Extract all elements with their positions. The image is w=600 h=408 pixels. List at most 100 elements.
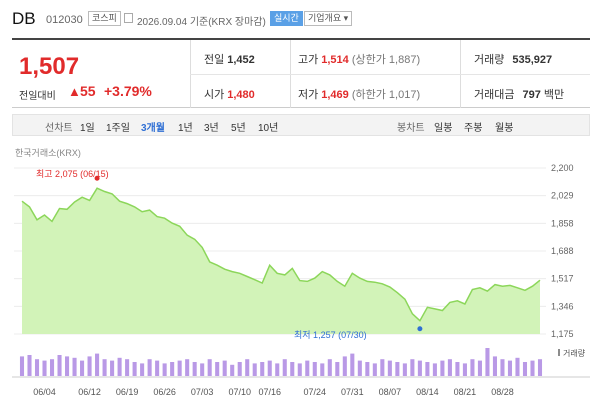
volume-bar: [252, 363, 257, 376]
volume-bar: [320, 363, 325, 376]
volume-bar: [237, 362, 242, 376]
volume-bar: [42, 360, 47, 376]
tab-3y[interactable]: 3년: [204, 123, 219, 134]
volume-bar: [417, 360, 422, 376]
volume-bar: [305, 360, 310, 376]
y-tick-label: 1,517: [551, 274, 574, 284]
volume-bar: [102, 359, 107, 376]
volume-bar: [207, 359, 212, 376]
volume-bar: [192, 362, 197, 376]
tab-1y[interactable]: 1년: [178, 123, 193, 134]
x-tick-label: 07/16: [258, 387, 281, 397]
up-arrow-icon: ▲: [68, 84, 81, 99]
tab-weekly[interactable]: 주봉: [464, 123, 483, 134]
volume-bar: [125, 359, 130, 376]
volume-bar: [297, 363, 302, 376]
candle-chart-label[interactable]: 봉차트: [397, 123, 425, 134]
volume-bar: [87, 356, 92, 376]
x-tick-label: 06/26: [153, 387, 176, 397]
volume-bar: [95, 353, 100, 376]
volume: 거래량 535,927: [474, 54, 553, 66]
tab-1d[interactable]: 1일: [80, 123, 95, 134]
max-label: 최고 2,075 (06/15): [36, 169, 109, 179]
live-button[interactable]: 실시간: [270, 11, 303, 26]
change-rate: +3.79%: [104, 83, 152, 99]
y-tick-label: 1,346: [551, 301, 574, 311]
volume-bar: [402, 363, 407, 376]
volume-bar: [432, 363, 437, 376]
max-marker: [94, 175, 100, 181]
volume-bar: [372, 363, 377, 376]
volume-bar: [222, 360, 227, 376]
price-line: [21, 187, 541, 322]
volume-bar: [462, 363, 467, 376]
volume-bar: [27, 355, 32, 376]
trade-value: 거래대금 797 백만: [474, 89, 565, 101]
volume-bar: [350, 353, 355, 376]
volume-bar: [440, 360, 445, 376]
volume-bar: [455, 362, 460, 376]
volume-bar: [522, 362, 528, 376]
volume-bar: [275, 363, 280, 376]
y-tick-label: 2,029: [551, 191, 574, 201]
x-tick-label: 08/14: [416, 387, 439, 397]
x-tick-label: 08/07: [379, 387, 402, 397]
tab-monthly[interactable]: 월봉: [495, 123, 514, 134]
y-tick-label: 2,200: [551, 163, 574, 173]
x-tick-label: 06/12: [78, 387, 101, 397]
volume-bar: [537, 359, 543, 376]
min-label: 최저 1,257 (07/30): [294, 330, 367, 340]
volume-bar: [380, 359, 385, 376]
stock-code: 012030: [46, 14, 83, 26]
volume-bar: [34, 359, 40, 376]
volume-bar: [72, 357, 77, 376]
y-tick-label: 1,688: [551, 246, 574, 256]
change-value: 55: [80, 83, 96, 99]
market-badge: 코스피: [88, 11, 121, 26]
volume-bar: [387, 360, 392, 376]
volume-bar: [170, 362, 175, 376]
volume-bar: [267, 360, 272, 376]
y-tick-label: 1,858: [551, 218, 574, 228]
x-tick-label: 07/24: [304, 387, 327, 397]
volume-bar: [477, 360, 482, 376]
volume-bar: [147, 359, 152, 376]
x-tick-label: 08/28: [491, 387, 514, 397]
y-tick-label: 1,175: [551, 329, 574, 339]
volume-bar: [530, 360, 535, 376]
tab-1w[interactable]: 1주일: [106, 123, 130, 134]
volume-bar: [507, 360, 513, 376]
low-price: 저가 1,469 (하한가 1,017): [298, 89, 421, 101]
tab-daily[interactable]: 일봉: [434, 123, 453, 134]
volume-bar: [19, 356, 25, 376]
volume-bar: [312, 362, 317, 376]
x-tick-label: 06/19: [116, 387, 139, 397]
volume-bar: [140, 363, 145, 376]
volume-bar: [162, 363, 167, 376]
open-price: 시가 1,480: [204, 89, 255, 101]
min-marker: [417, 326, 423, 332]
volume-bar: [49, 359, 55, 376]
company-overview-dropdown[interactable]: 기업개요 ▾: [304, 11, 353, 26]
line-chart-label[interactable]: 선차트: [45, 123, 73, 134]
stock-header: DB 012030 코스피 2026.09.04 기준(KRX 장마감) 실시간…: [0, 0, 600, 36]
volume-bar: [215, 362, 220, 376]
x-tick-label: 06/04: [33, 387, 56, 397]
volume-bar: [155, 360, 160, 376]
volume-bar: [282, 359, 287, 376]
volume-bar: [410, 359, 415, 376]
change-label: 전일대비: [19, 91, 56, 102]
volume-bar: [515, 357, 520, 376]
tab-10y[interactable]: 10년: [258, 123, 279, 134]
tab-3m[interactable]: 3개월: [141, 123, 165, 134]
prev-close: 전일 1,452: [204, 54, 255, 66]
volume-bar: [80, 360, 85, 376]
high-price: 고가 1,514 (상한가 1,887): [298, 54, 421, 66]
tab-5y[interactable]: 5년: [231, 123, 246, 134]
volume-bar: [245, 359, 250, 376]
volume-bar: [65, 356, 70, 376]
volume-bar: [110, 360, 115, 376]
volume-bar: [357, 360, 362, 376]
volume-bar: [425, 362, 430, 376]
